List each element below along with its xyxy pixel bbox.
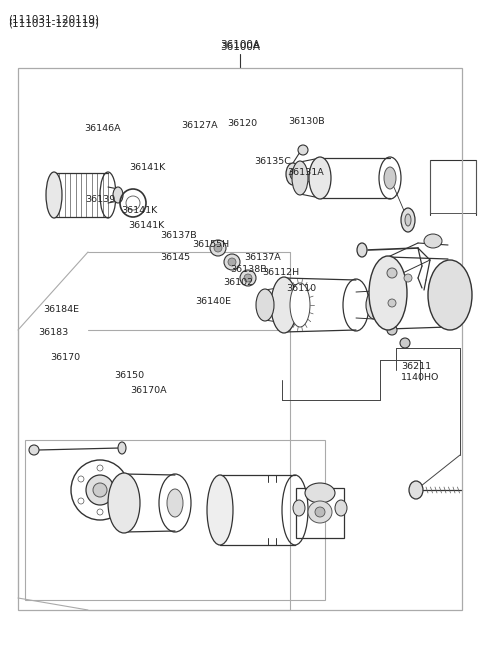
Text: 36139: 36139 <box>85 195 116 204</box>
Ellipse shape <box>404 274 412 282</box>
Text: 36127A: 36127A <box>181 121 218 130</box>
Text: 36141K: 36141K <box>121 206 157 215</box>
Ellipse shape <box>224 254 240 270</box>
Text: 36170A: 36170A <box>131 386 167 395</box>
Text: 36100A: 36100A <box>220 42 260 52</box>
Ellipse shape <box>405 214 411 226</box>
Ellipse shape <box>228 258 236 266</box>
Text: 36110: 36110 <box>286 284 316 293</box>
Ellipse shape <box>244 274 252 282</box>
Ellipse shape <box>428 260 472 330</box>
Ellipse shape <box>214 244 222 252</box>
Text: 36137A: 36137A <box>244 253 281 262</box>
Text: 36130B: 36130B <box>288 117 324 126</box>
Text: 36112H: 36112H <box>262 268 299 277</box>
Ellipse shape <box>424 234 442 248</box>
Bar <box>25 440 325 600</box>
Text: 36146A: 36146A <box>84 124 120 133</box>
Ellipse shape <box>357 243 367 257</box>
Text: 36140E: 36140E <box>195 297 231 306</box>
Ellipse shape <box>290 169 296 179</box>
Ellipse shape <box>409 481 423 499</box>
Ellipse shape <box>118 442 126 454</box>
Ellipse shape <box>373 310 383 320</box>
Ellipse shape <box>116 476 122 482</box>
Text: 36135C: 36135C <box>254 157 291 166</box>
Ellipse shape <box>369 256 407 330</box>
Ellipse shape <box>207 475 233 545</box>
Ellipse shape <box>387 325 397 335</box>
Ellipse shape <box>86 475 114 505</box>
Text: 36102: 36102 <box>223 278 253 288</box>
Ellipse shape <box>286 163 300 185</box>
Text: (111031-120119): (111031-120119) <box>8 18 99 28</box>
Ellipse shape <box>97 465 103 471</box>
Bar <box>296 488 344 538</box>
Bar <box>18 68 462 610</box>
Text: 36150: 36150 <box>114 371 144 381</box>
Ellipse shape <box>309 157 331 199</box>
Ellipse shape <box>290 283 310 327</box>
Ellipse shape <box>210 240 226 256</box>
Ellipse shape <box>400 338 410 348</box>
Ellipse shape <box>271 277 297 333</box>
Text: 36183: 36183 <box>38 328 69 337</box>
Ellipse shape <box>93 483 107 497</box>
Ellipse shape <box>113 187 123 203</box>
Text: 36141K: 36141K <box>129 221 165 230</box>
Text: 36131A: 36131A <box>287 168 324 178</box>
Text: 36170: 36170 <box>50 353 80 362</box>
Ellipse shape <box>401 208 415 232</box>
Ellipse shape <box>108 473 140 533</box>
Ellipse shape <box>388 299 396 307</box>
Text: 36145: 36145 <box>160 253 191 262</box>
Ellipse shape <box>29 445 39 455</box>
Text: 36211: 36211 <box>401 362 432 371</box>
Ellipse shape <box>46 172 62 218</box>
Text: 36120: 36120 <box>227 119 257 128</box>
Text: 36141K: 36141K <box>130 163 166 172</box>
Text: 36138B: 36138B <box>230 265 267 274</box>
Text: (111031-120119): (111031-120119) <box>8 14 99 24</box>
Ellipse shape <box>97 509 103 515</box>
Text: 36155H: 36155H <box>192 240 229 250</box>
Ellipse shape <box>78 476 84 482</box>
Ellipse shape <box>116 498 122 504</box>
Ellipse shape <box>315 507 325 517</box>
Text: 36137B: 36137B <box>160 231 197 240</box>
Text: 1140HO: 1140HO <box>401 373 440 382</box>
Ellipse shape <box>387 268 397 278</box>
Text: 36184E: 36184E <box>43 305 79 314</box>
Ellipse shape <box>305 483 335 503</box>
Ellipse shape <box>384 167 396 189</box>
Ellipse shape <box>335 500 347 516</box>
Ellipse shape <box>78 498 84 504</box>
Ellipse shape <box>293 500 305 516</box>
Ellipse shape <box>292 161 308 195</box>
Ellipse shape <box>256 289 274 321</box>
Ellipse shape <box>308 501 332 523</box>
Text: 36100A: 36100A <box>220 40 260 50</box>
Ellipse shape <box>298 145 308 155</box>
Ellipse shape <box>240 270 256 286</box>
Ellipse shape <box>167 489 183 517</box>
Ellipse shape <box>366 291 382 319</box>
